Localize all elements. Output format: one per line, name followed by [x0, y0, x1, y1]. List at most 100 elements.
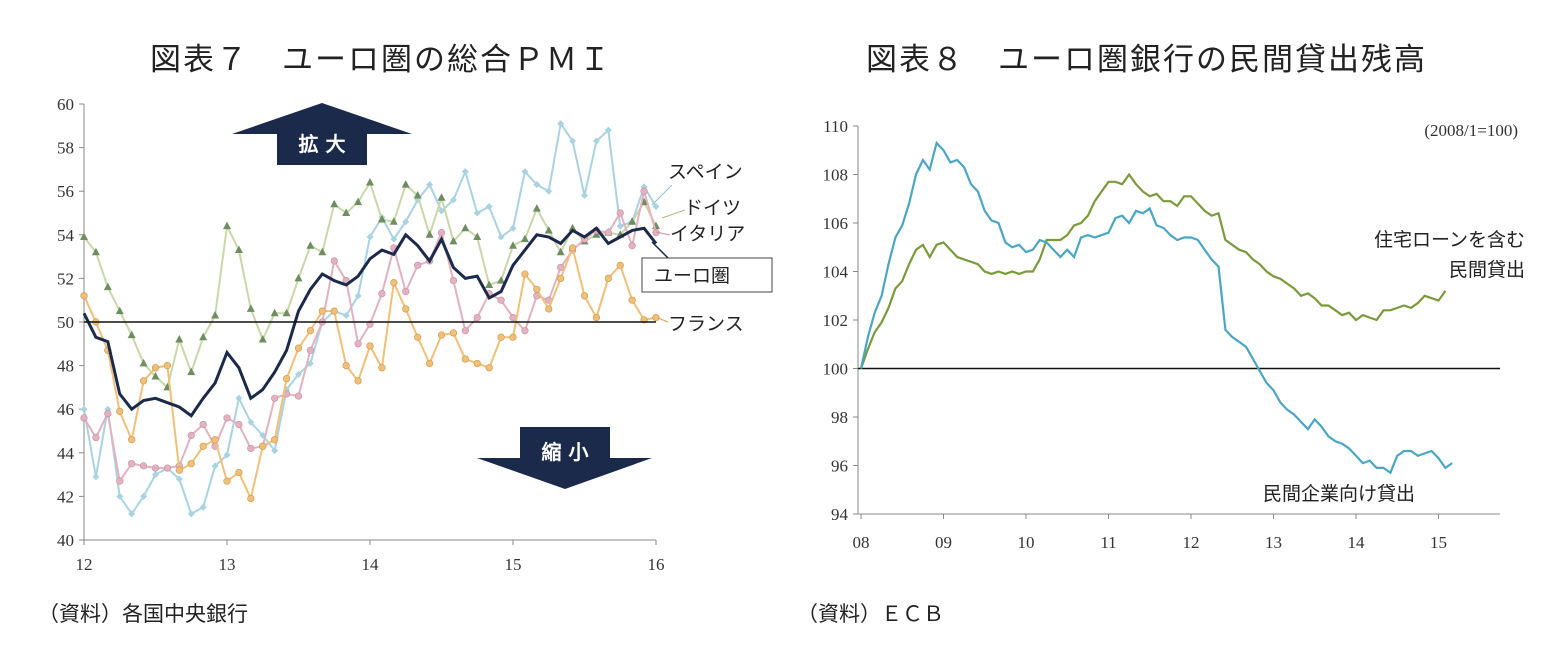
- data-point: [211, 436, 219, 444]
- data-point: [128, 436, 136, 444]
- data-point: [271, 447, 279, 455]
- data-point: [116, 407, 124, 415]
- data-point: [103, 282, 112, 291]
- data-point: [151, 471, 159, 479]
- data-point: [533, 285, 541, 293]
- data-point: [306, 346, 315, 354]
- data-point: [616, 261, 624, 269]
- y-tick-label: 104: [823, 263, 849, 282]
- data-point: [616, 209, 624, 217]
- data-point: [271, 436, 279, 444]
- data-point: [652, 202, 660, 210]
- data-point: [461, 168, 469, 176]
- data-point: [80, 292, 88, 300]
- data-point: [497, 276, 506, 284]
- data-point: [556, 247, 565, 256]
- data-point: [592, 230, 601, 238]
- data-point: [449, 196, 457, 204]
- data-point: [521, 327, 529, 335]
- series-1: [80, 120, 660, 518]
- x-tick-label: 11: [1100, 533, 1116, 552]
- leader-line: [655, 231, 671, 236]
- data-point: [294, 370, 302, 378]
- data-point: [234, 245, 243, 254]
- data-point: [580, 292, 589, 300]
- data-point: [247, 418, 255, 426]
- y-tick-label: 106: [823, 214, 849, 233]
- corporate-loans-line: [859, 140, 1453, 475]
- data-point: [366, 233, 374, 241]
- data-point: [473, 359, 481, 368]
- data-point: [628, 242, 636, 250]
- data-point: [354, 377, 362, 385]
- data-point: [568, 244, 577, 252]
- x-tick-label: 16: [648, 555, 665, 574]
- data-point: [235, 468, 243, 477]
- chart1-source: （資料）各国中央銀行: [38, 602, 248, 626]
- leader-line: [657, 317, 669, 323]
- data-point: [139, 377, 148, 385]
- data-point: [449, 236, 458, 245]
- series-label: フランス: [668, 313, 744, 335]
- y-tick-label: 100: [823, 360, 849, 379]
- data-point: [163, 362, 172, 370]
- data-point: [354, 197, 363, 206]
- data-point: [366, 342, 374, 350]
- data-point: [128, 460, 136, 468]
- chart1-pmi: 40 42 44 46 48 50 52 54 56 58 60 12 13 14 15 16 拡 大縮 小 スペ…: [57, 95, 773, 574]
- data-point: [199, 332, 208, 341]
- x-tick-label: 14: [362, 555, 380, 574]
- x-tick-label: 09: [935, 533, 952, 552]
- arrow-up-shape: [232, 103, 412, 165]
- y-tick-label: 98: [831, 408, 848, 427]
- data-point: [390, 279, 398, 287]
- data-point: [509, 333, 517, 341]
- household-loans-line: [859, 172, 1447, 369]
- data-point: [80, 232, 88, 240]
- data-point: [318, 247, 327, 256]
- data-point: [557, 120, 565, 128]
- series-2: [80, 177, 660, 391]
- data-point: [544, 225, 553, 234]
- data-point: [414, 333, 422, 341]
- data-point: [211, 462, 219, 470]
- data-point: [128, 510, 136, 518]
- data-point: [508, 241, 517, 249]
- series-label: イタリア: [670, 223, 745, 245]
- data-point: [175, 475, 183, 483]
- data-point: [258, 334, 267, 343]
- data-point: [330, 199, 339, 208]
- x-tick-label: 13: [1265, 533, 1282, 552]
- data-point: [377, 215, 386, 223]
- data-point: [199, 420, 207, 429]
- data-point: [616, 222, 624, 230]
- data-point: [271, 394, 279, 402]
- series-label: スペイン: [668, 161, 743, 183]
- data-point: [342, 208, 351, 216]
- data-point: [223, 477, 231, 485]
- data-point: [342, 311, 350, 319]
- data-point: [402, 218, 410, 226]
- data-point: [652, 314, 660, 322]
- y-tick-label: 50: [57, 313, 74, 332]
- arrow-down-label: 縮 小: [542, 440, 589, 464]
- x-tick-label: 14: [1348, 533, 1366, 552]
- data-point: [628, 217, 637, 225]
- leader-line: [661, 209, 686, 219]
- data-point: [509, 224, 517, 232]
- data-point: [437, 193, 446, 201]
- leader-line: [651, 184, 673, 206]
- data-point: [414, 261, 422, 269]
- chart2-source: （資料）ＥＣＢ: [797, 602, 944, 626]
- data-point: [473, 232, 482, 240]
- y-tick-label: 102: [823, 311, 849, 330]
- data-point: [426, 181, 434, 189]
- chart2-loans: 94 96 98 100 102 104 106 108 110 08 09 10 11 12 13 14 15…: [823, 117, 1526, 552]
- data-point: [545, 187, 553, 195]
- data-point: [592, 314, 601, 322]
- leader-line: [651, 241, 669, 259]
- data-point: [211, 310, 220, 319]
- data-point: [330, 307, 338, 315]
- data-point: [163, 464, 172, 472]
- data-point: [461, 355, 469, 363]
